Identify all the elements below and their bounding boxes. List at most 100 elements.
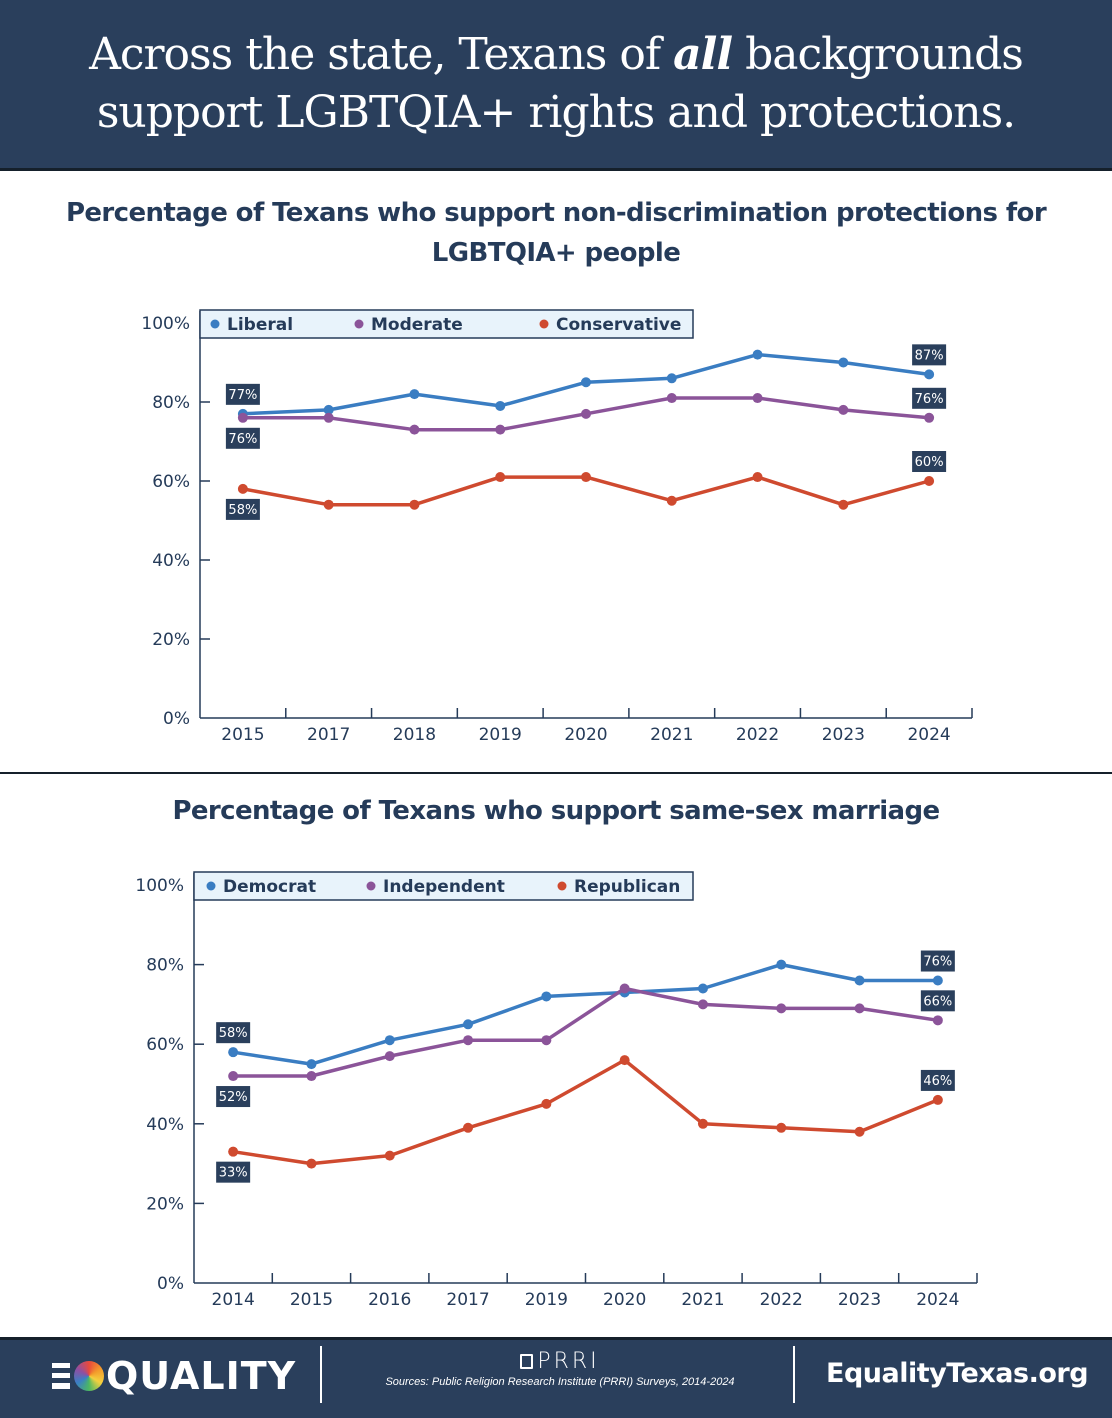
data-label-box	[225, 427, 260, 449]
data-point	[776, 1003, 787, 1014]
legend: Democrat Independent Republican	[193, 871, 694, 901]
data-label-box	[216, 1022, 251, 1044]
data-label-box	[920, 1069, 955, 1091]
y-tick-label: 60%	[146, 1035, 184, 1055]
footer-separator	[320, 1346, 322, 1403]
chart-1-title: Percentage of Texans who support non-dis…	[65, 198, 1047, 268]
data-point	[306, 1158, 317, 1169]
prri-logo-text: PRRI	[537, 1349, 600, 1374]
data-point	[752, 349, 763, 360]
legend-entry: Democrat	[223, 877, 316, 897]
data-point	[752, 472, 763, 483]
x-tick-label: 2017	[446, 1290, 489, 1310]
data-point	[463, 1122, 474, 1133]
data-point	[932, 1094, 943, 1105]
data-point	[776, 959, 787, 970]
x-tick-label: 2019	[479, 725, 522, 745]
data-point	[666, 495, 677, 506]
chart-nondiscrimination: 0% 20% 40% 60% 80% 100% 2015 2017 2018 2019 2020 20…	[141, 309, 973, 745]
data-point	[752, 393, 763, 404]
legend-marker-icon	[539, 319, 549, 329]
data-point	[495, 400, 506, 411]
data-point	[541, 991, 552, 1002]
sources-note: Sources: Public Religion Research Instit…	[385, 1376, 735, 1388]
y-tick-label: 80%	[152, 393, 190, 413]
data-point	[495, 472, 506, 483]
data-point	[409, 424, 420, 435]
legend-entry: Moderate	[371, 315, 463, 335]
series-democrat: 58% 76%	[216, 950, 955, 1070]
x-tick-label: 2024	[916, 1290, 959, 1310]
series-line	[233, 986, 939, 1078]
series-republican: 33% 46%	[216, 1055, 955, 1183]
data-point	[541, 1098, 552, 1109]
y-tick-label: 40%	[146, 1115, 184, 1135]
x-tick-label: 2017	[307, 725, 350, 745]
legend-box	[199, 309, 694, 339]
x-tick-label: 2020	[564, 725, 607, 745]
data-label-box	[912, 344, 947, 366]
prri-logo: PRRI	[340, 1350, 780, 1374]
title-part: Across the state, Texans of	[89, 29, 674, 80]
data-point	[228, 1047, 239, 1058]
y-tick-label: 100%	[141, 314, 190, 334]
data-point	[838, 404, 849, 415]
website-link[interactable]: EqualityTexas.org	[826, 1358, 1089, 1389]
y-tick-label: 100%	[135, 876, 184, 896]
chart-same-sex-marriage: 0% 20% 40% 60% 80% 100% 2014 2015 2016 2017 2019 20…	[135, 871, 978, 1310]
data-label-box	[225, 498, 260, 520]
footer: QUALITY PRRI Sources: Public Religion Re…	[0, 1337, 1112, 1418]
legend-box	[193, 871, 694, 901]
legend-entry: Liberal	[227, 315, 293, 335]
x-tick-label: 2014	[212, 1290, 255, 1310]
data-point	[409, 499, 420, 510]
series-line	[232, 962, 938, 1066]
data-label-box	[216, 1161, 251, 1183]
data-label: 77%	[228, 388, 257, 403]
data-point	[384, 1051, 395, 1062]
data-point	[619, 983, 630, 994]
data-point	[228, 1071, 239, 1082]
x-tick-label: 2019	[525, 1290, 568, 1310]
data-point	[697, 999, 708, 1010]
data-point	[838, 357, 849, 368]
prri-credit: PRRI Sources: Public Religion Research I…	[340, 1350, 780, 1390]
data-label-box	[920, 950, 955, 972]
data-label: 76%	[923, 955, 952, 970]
data-label: 66%	[923, 994, 952, 1009]
page-title: Across the state, Texans of all backgrou…	[89, 26, 1024, 142]
data-point	[237, 483, 248, 494]
title-line-2: support LGBTQIA+ rights and protections.	[96, 87, 1016, 138]
data-label: 76%	[915, 392, 944, 407]
data-label-box	[920, 990, 955, 1012]
data-label-box	[912, 387, 947, 409]
data-label: 58%	[219, 1026, 248, 1041]
equality-e-icon	[52, 1363, 70, 1389]
data-point	[924, 476, 935, 486]
x-tick-label: 2021	[650, 725, 693, 745]
data-point	[854, 975, 865, 986]
legend-marker-icon	[210, 319, 220, 329]
series-line	[232, 1058, 939, 1166]
data-point	[924, 412, 935, 423]
data-label: 52%	[219, 1090, 248, 1105]
data-point	[581, 408, 591, 419]
data-point	[924, 369, 935, 380]
title-part: backgrounds	[732, 29, 1024, 80]
section-divider	[0, 772, 1112, 774]
title-emphasis: all	[673, 29, 733, 80]
y-tick-label: 60%	[152, 472, 190, 492]
legend-marker-icon	[366, 881, 376, 891]
equality-logo[interactable]: QUALITY	[52, 1354, 296, 1398]
data-label: 58%	[228, 503, 257, 518]
header-banner: Across the state, Texans of all backgrou…	[0, 0, 1112, 171]
data-point	[541, 1035, 552, 1046]
series-independent: 52% 66%	[216, 983, 955, 1108]
data-label: 33%	[219, 1166, 248, 1181]
chart-2-title: Percentage of Texans who support same-se…	[172, 796, 940, 826]
data-point	[666, 393, 677, 404]
data-point	[666, 373, 677, 384]
y-tick-label: 20%	[152, 630, 190, 650]
texas-rainbow-icon	[74, 1361, 104, 1391]
legend: Liberal Moderate Conservative	[199, 309, 694, 339]
